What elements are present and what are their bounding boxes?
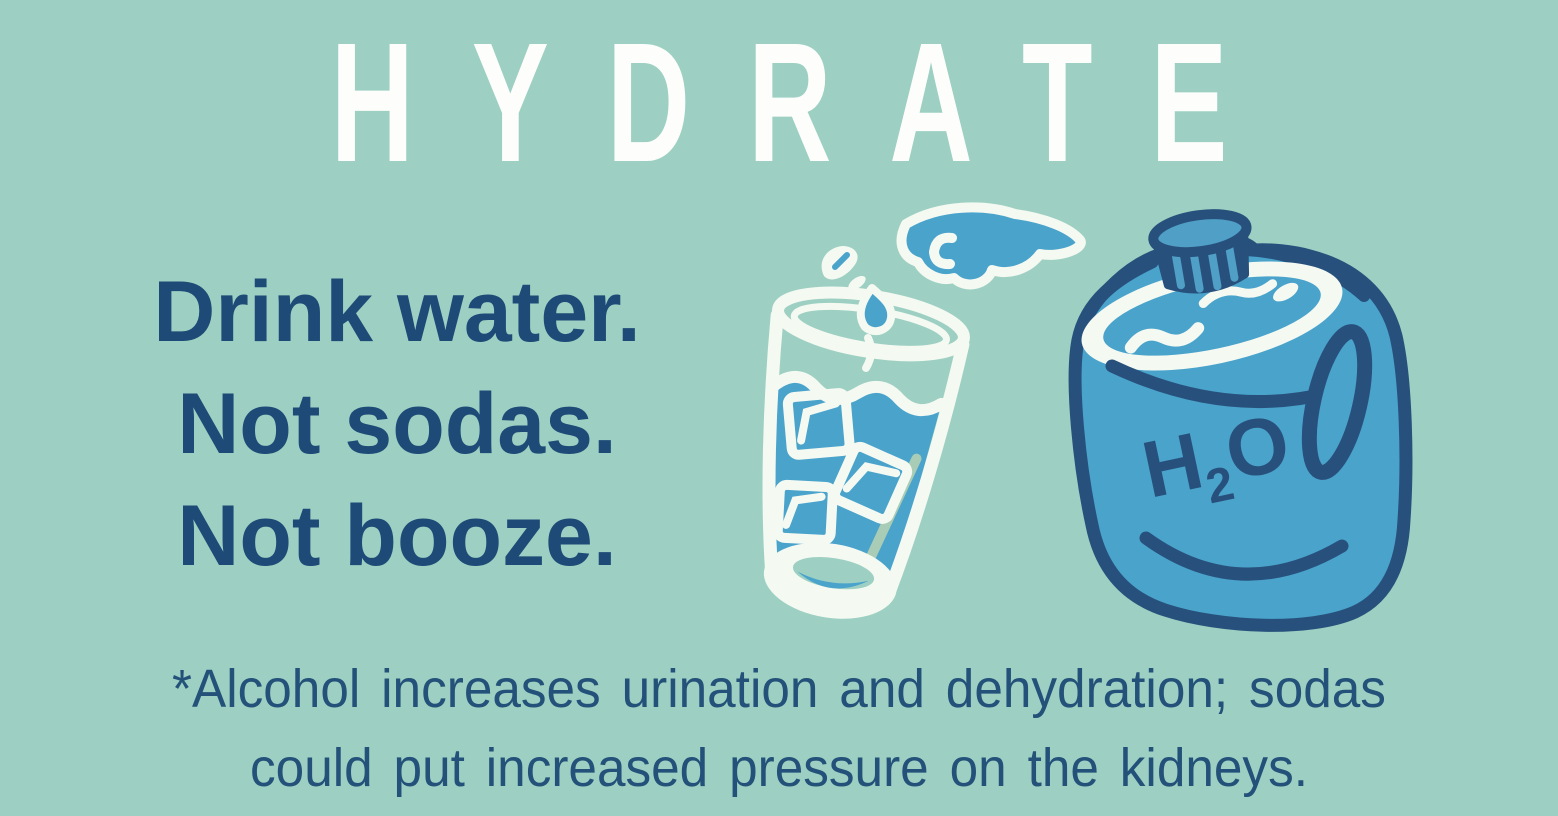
jug-cap	[1148, 209, 1252, 294]
ice-cube	[830, 441, 913, 524]
footnote-block: *Alcohol increases urination and dehydra…	[39, 650, 1519, 808]
splash-icon	[821, 202, 1086, 372]
ice-cube	[782, 388, 855, 460]
tagline-line-not-sodas: Not sodas.	[177, 376, 617, 472]
jug-smile-line	[1139, 531, 1349, 581]
jug-label: H2O	[1135, 397, 1300, 526]
glass-base-water-sliver	[797, 571, 869, 589]
footnote-line-1: *Alcohol increases urination and dehydra…	[172, 659, 1386, 719]
splash-wave	[896, 202, 1086, 290]
jug-handle	[1301, 324, 1373, 480]
glass-wall-left	[762, 308, 784, 580]
water-jug-illustration: H2O	[1068, 209, 1413, 632]
glass-wall-right	[882, 338, 970, 599]
tagline-block: Drink water. Not sodas. Not booze.	[52, 256, 742, 592]
drop-streak	[862, 334, 875, 372]
droplet-slit	[832, 252, 850, 270]
tagline-line-drink-water: Drink water.	[153, 264, 641, 360]
water-surface-wave	[768, 370, 948, 417]
ice-cube	[772, 479, 838, 545]
splash-curl	[928, 232, 957, 270]
water-droplet-icon	[848, 275, 866, 291]
jug-water-surface	[1081, 261, 1343, 371]
poster-title: HYDRATE	[330, 8, 1286, 198]
hydration-illustration: H2O	[762, 202, 1413, 632]
footnote-line-2: could put increased pressure on the kidn…	[250, 738, 1308, 798]
jug-neck-left	[1076, 248, 1166, 334]
jug-shoulder-line	[1105, 359, 1339, 408]
water-glass-illustration	[762, 286, 970, 619]
tagline-line-not-booze: Not booze.	[177, 488, 617, 584]
falling-drop-icon	[856, 284, 896, 336]
jug-neck-right	[1240, 244, 1370, 302]
